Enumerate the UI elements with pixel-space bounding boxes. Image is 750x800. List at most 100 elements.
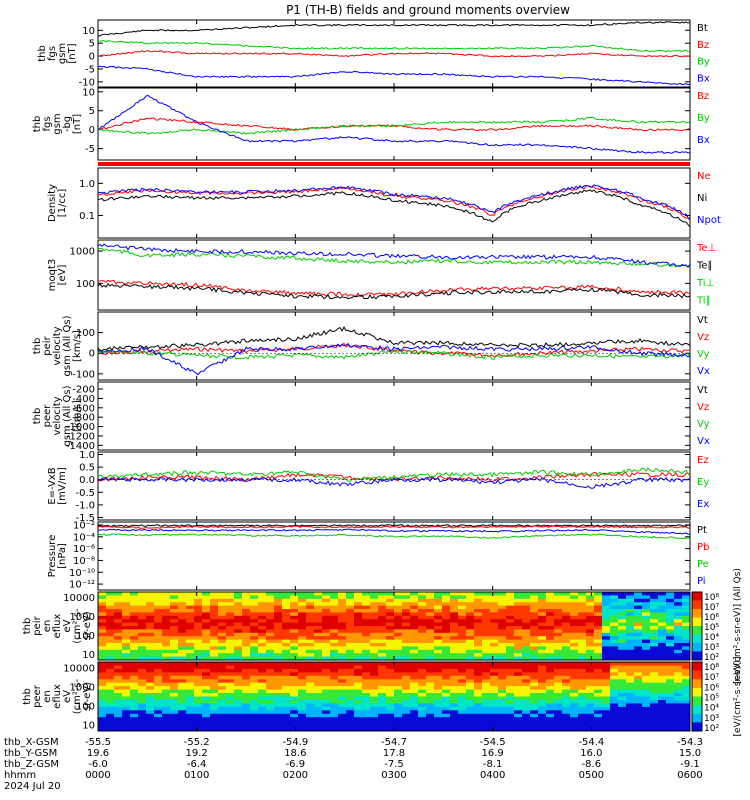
spectrogram-cell	[554, 602, 563, 607]
legend-label-3: Te⊥	[696, 243, 716, 254]
spectrogram-cell	[370, 727, 379, 732]
spectrogram-cell	[650, 636, 659, 641]
spectrogram-cell	[514, 703, 523, 708]
spectrogram-cell	[442, 689, 451, 694]
spectrogram-cell	[146, 598, 155, 603]
spectrogram-cell	[482, 626, 491, 630]
spectrogram-cell	[538, 686, 547, 691]
spectrogram-cell	[618, 612, 627, 617]
spectrogram-cell	[466, 609, 475, 613]
spectrogram-cell	[618, 595, 627, 600]
y-tick-label: 10	[82, 721, 95, 732]
spectrogram-cell	[458, 710, 467, 715]
spectrogram-cell	[402, 672, 411, 677]
spectrogram-cell	[138, 632, 147, 637]
spectrogram-cell	[146, 626, 155, 630]
spectrogram-cell	[338, 713, 347, 718]
spectrogram-cell	[346, 720, 355, 725]
spectrogram-cell	[674, 602, 683, 607]
spectrogram-cell	[594, 639, 603, 644]
spectrogram-cell	[370, 713, 379, 718]
spectrogram-cell	[394, 636, 403, 641]
spectrogram-cell	[618, 703, 627, 708]
spectrogram-cell	[602, 696, 611, 701]
spectrogram-cell	[218, 679, 227, 684]
spectrogram-cell	[274, 665, 283, 670]
spectrogram-cell	[602, 668, 611, 673]
spectrogram-cell	[314, 668, 323, 673]
spectrogram-cell	[666, 598, 675, 603]
spectrogram-cell	[530, 686, 539, 691]
spectrogram-cell	[122, 609, 131, 613]
spectrogram-cell	[546, 686, 555, 691]
spectrogram-cell	[314, 629, 323, 634]
spectrogram-cell	[170, 693, 179, 697]
spectrogram-cell	[370, 615, 379, 620]
spectrogram-cell	[210, 727, 219, 732]
spectrogram-cell	[498, 717, 507, 722]
spectrogram-cell	[362, 686, 371, 691]
spectrogram-cell	[362, 632, 371, 637]
spectrogram-cell	[610, 662, 619, 666]
spectrogram-cell	[506, 672, 515, 677]
spectrogram-cell	[298, 649, 307, 654]
spectrogram-cell	[442, 682, 451, 687]
spectrogram-cell	[426, 636, 435, 641]
spectrogram-cell	[378, 602, 387, 607]
spectrogram-cell	[106, 662, 115, 666]
spectrogram-cell	[386, 720, 395, 725]
spectrogram-cell	[98, 653, 107, 658]
spectrogram-cell	[354, 675, 363, 680]
spectrogram-cell	[266, 643, 275, 647]
spectrogram-cell	[506, 615, 515, 620]
spectrogram-cell	[290, 612, 299, 617]
spectrogram-cell	[298, 615, 307, 620]
spectrogram-cell	[274, 727, 283, 732]
spectrogram-cell	[338, 679, 347, 684]
spectrogram-cell	[354, 700, 363, 704]
spectrogram-cell	[418, 602, 427, 607]
spectrogram-cell	[626, 646, 635, 651]
figure-title: P1 (TH-B) fields and ground moments over…	[286, 3, 570, 17]
spectrogram-cell	[162, 605, 171, 610]
spectrogram-cell	[362, 665, 371, 670]
spectrogram-cell	[498, 656, 507, 661]
spectrogram-cell	[258, 646, 267, 651]
spectrogram-cell	[658, 703, 667, 708]
spectrogram-cell	[170, 598, 179, 603]
spectrogram-cell	[194, 595, 203, 600]
spectrogram-cell	[562, 662, 571, 666]
spectrogram-cell	[458, 619, 467, 624]
spectrogram-cell	[482, 706, 491, 711]
ylabel-line: en	[42, 620, 53, 633]
spectrogram-cell	[130, 619, 139, 624]
spectrogram-cell	[506, 700, 515, 704]
spectrogram-cell	[338, 609, 347, 613]
spectrogram-cell	[642, 703, 651, 708]
spectrogram-cell	[522, 649, 531, 654]
spectrogram-cell	[506, 710, 515, 715]
spectrogram-cell	[146, 679, 155, 684]
spectrogram-cell	[186, 662, 195, 666]
spectrogram-cell	[194, 619, 203, 624]
colorbar-segment	[692, 617, 702, 627]
spectrogram-cell	[410, 656, 419, 661]
spectrogram-cell	[490, 668, 499, 673]
spectrogram-cell	[250, 605, 259, 610]
spectrogram-cell	[346, 639, 355, 644]
spectrogram-cell	[642, 615, 651, 620]
spectrogram-cell	[578, 598, 587, 603]
spectrogram-cell	[266, 689, 275, 694]
spectrogram-cell	[178, 713, 187, 718]
spectrogram-cell	[634, 592, 643, 596]
spectrogram-cell	[234, 646, 243, 651]
spectrogram-cell	[122, 632, 131, 637]
spectrogram-cell	[538, 649, 547, 654]
spectrogram-cell	[242, 672, 251, 677]
spectrogram-cell	[242, 619, 251, 624]
spectrogram-cell	[154, 632, 163, 637]
spectrogram-cell	[538, 632, 547, 637]
spectrogram-cell	[322, 609, 331, 613]
spectrogram-cell	[586, 632, 595, 637]
spectrogram-cell	[306, 665, 315, 670]
